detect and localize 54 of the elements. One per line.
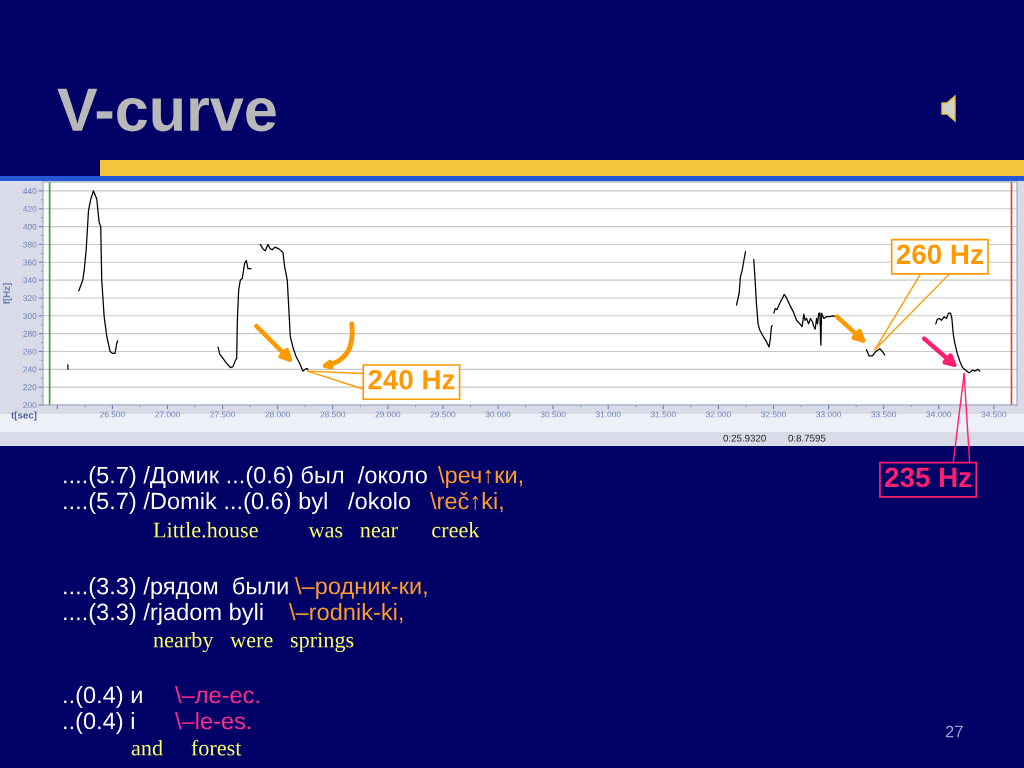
x-tick-label: 30.000 — [485, 411, 511, 418]
x-tick-label: 31.500 — [650, 411, 676, 418]
y-tick-label: 440 — [23, 188, 37, 195]
y-tick-label: 200 — [23, 402, 37, 409]
x-tick-label: 31.000 — [595, 411, 621, 418]
text: \–rodnik-ki, — [289, 602, 403, 624]
text: ....(5.7) /Домик ...(0.6) был /около — [64, 465, 427, 489]
text: \–ле-ес. — [175, 685, 259, 704]
x-tick-label: 30.500 — [540, 411, 566, 418]
x-tick-label: 29.000 — [375, 411, 401, 418]
x-tick-label: 34.500 — [981, 411, 1007, 418]
text: ....(3.3) /rjadom byli — [64, 602, 263, 626]
text: 0:25.9320 — [723, 434, 766, 442]
x-tick-label: 29.500 — [430, 411, 456, 418]
x-tick-label: 27.000 — [155, 411, 180, 418]
y-tick-label: 360 — [23, 259, 37, 266]
x-tick-label: 26.500 — [100, 411, 125, 418]
y-tick-label: 260 — [23, 348, 37, 355]
x-tick-label: 33.000 — [816, 411, 842, 418]
annotation: 260 Hz — [896, 244, 983, 265]
y-tick-label: 420 — [23, 205, 37, 212]
y-tick-label: 240 — [23, 366, 37, 373]
text: \–le-es. — [175, 711, 251, 730]
x-tick-label: 27.500 — [210, 411, 236, 418]
text: \реч↑ки, — [438, 465, 523, 488]
text: ....(5.7) /Domik ...(0.6) byl /okolo — [64, 491, 411, 514]
text: 27 — [945, 725, 963, 738]
x-tick-label: 28.500 — [320, 411, 346, 418]
text: nearby were springs — [153, 631, 354, 653]
annotation: 235 Hz — [885, 467, 972, 488]
y-tick-label: 320 — [23, 295, 37, 302]
text: Little.house was near creek — [153, 521, 480, 538]
text: 0:8.7595 — [788, 434, 826, 442]
y-tick-label: 300 — [23, 313, 37, 319]
annotation: 240 Hz — [368, 369, 455, 390]
x-tick-label: 32.000 — [705, 411, 731, 418]
text: ..(0.4) i — [64, 711, 134, 734]
text: ..(0.4) и — [64, 685, 142, 708]
y-tick-label: 280 — [23, 330, 37, 337]
x-tick-label: 33.500 — [871, 411, 897, 418]
x-tick-label: 28.000 — [265, 411, 291, 418]
text: and forest — [131, 739, 242, 756]
y-tick-label: 220 — [23, 384, 37, 391]
y-axis-title: f[Hz] — [2, 283, 12, 305]
text: \reč↑ki, — [430, 491, 503, 513]
y-tick-label: 400 — [23, 223, 37, 230]
text: ....(3.3) /рядом были — [64, 576, 288, 600]
chart-title: V-curve — [57, 88, 276, 132]
y-tick-label: 380 — [23, 241, 37, 248]
x-tick-label: 34.000 — [926, 411, 952, 418]
text: \–родник-ки, — [295, 576, 427, 600]
x-tick-label: 32.500 — [761, 411, 786, 418]
y-tick-label: 340 — [23, 277, 37, 284]
x-axis-title: t[sec] — [11, 411, 37, 421]
